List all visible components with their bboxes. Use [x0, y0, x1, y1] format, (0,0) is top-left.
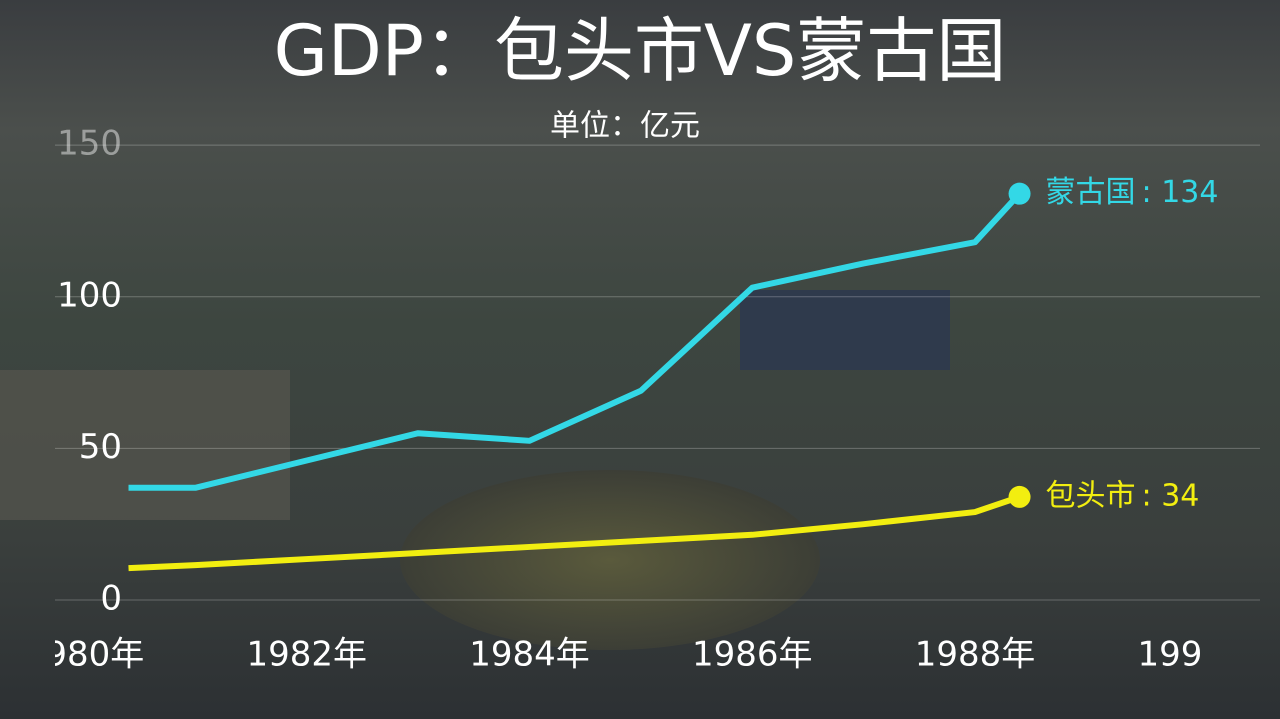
y-tick-label: 100 — [57, 275, 122, 315]
background-plaza — [400, 470, 820, 650]
background-building — [740, 290, 950, 370]
value-label: : 134 — [1142, 175, 1219, 210]
y-tick-label: 150 — [57, 124, 122, 164]
series-line — [128, 191, 1022, 491]
y-tick-label: 0 — [100, 579, 122, 619]
chart-subtitle: 单位：亿元 — [550, 109, 700, 144]
x-tick-label: 1984年 — [469, 635, 590, 675]
background-building — [0, 370, 290, 520]
series-label: 包头市 — [1046, 478, 1136, 513]
x-tick-label: 1980年 — [24, 635, 145, 675]
series-label: 蒙古国 — [1046, 175, 1136, 210]
value-label: : 34 — [1142, 478, 1200, 513]
chart-title: GDP：包头市VS蒙古国 — [274, 10, 1007, 92]
series-line — [128, 494, 1021, 572]
y-tick-label: 50 — [79, 427, 122, 467]
x-tick-label: 1990年 — [1138, 635, 1259, 675]
x-tick-label: 1986年 — [692, 635, 813, 675]
x-tick-label: 1982年 — [246, 635, 367, 675]
end-point — [1008, 485, 1031, 508]
plot-area: 1980年 1982年 1984年 1986年 1988年 1990年 — [24, 635, 1259, 675]
x-tick-label: 1988年 — [915, 635, 1036, 675]
end-point — [1008, 182, 1031, 205]
